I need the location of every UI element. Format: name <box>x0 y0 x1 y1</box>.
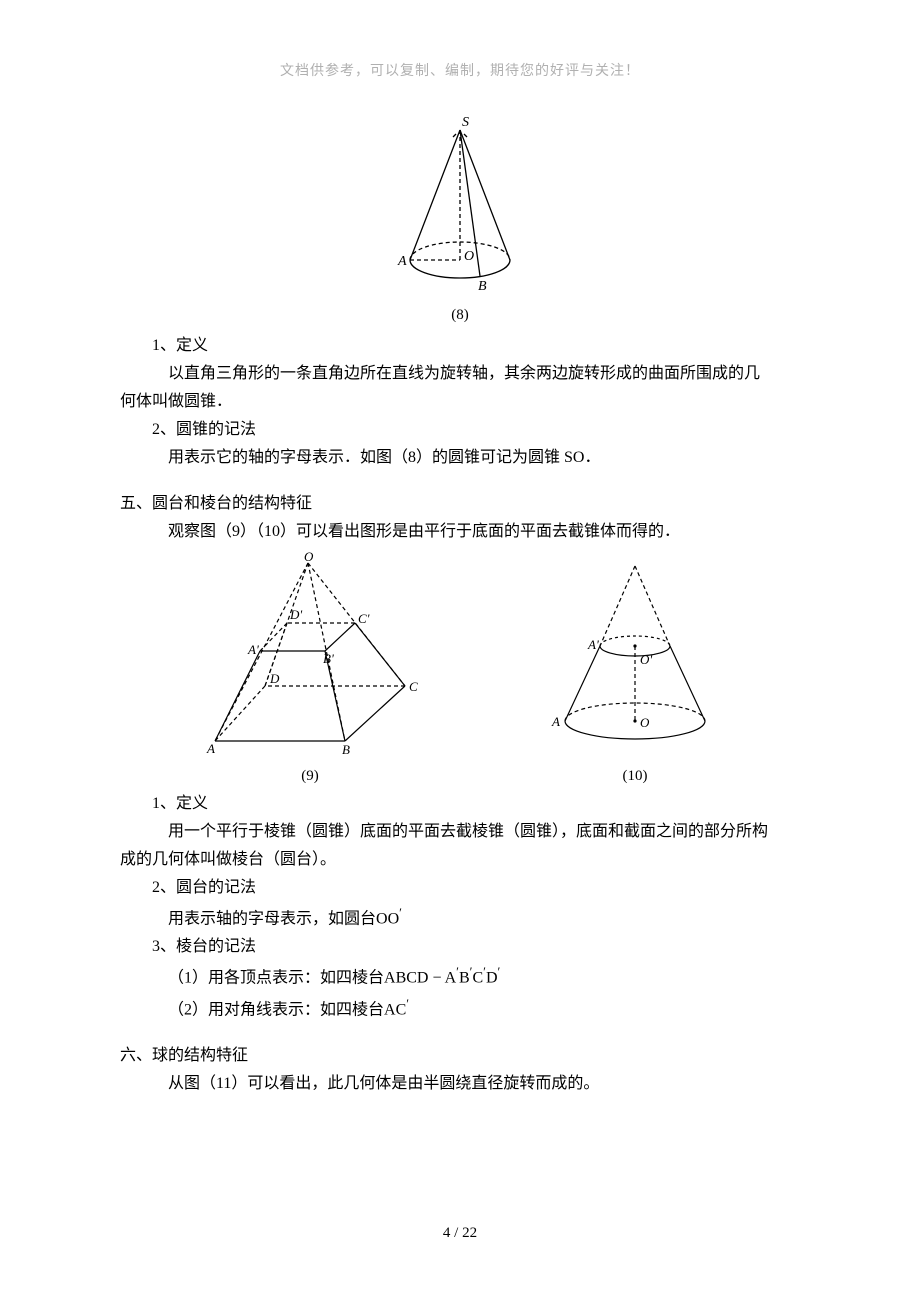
pyr-label-cp: C' <box>358 611 370 626</box>
page-number: 4 / 22 <box>0 1225 920 1242</box>
cone-item1-text-b: 何体叫做圆锥． <box>120 388 800 416</box>
frustum-item3-sub1-math: ABCD − A <box>384 970 456 987</box>
pyr-label-c: C <box>409 679 418 694</box>
fcone-label-ap: A' <box>587 637 599 652</box>
figure-frustum-cone: A' O' A O (10) <box>540 551 730 785</box>
m-b: B <box>459 970 470 987</box>
frustum-item2-pre: 用表示轴的字母表示，如圆台 <box>168 910 376 927</box>
pyr-label-ap: A' <box>247 642 259 657</box>
frustum-item1-text-b: 成的几何体叫做棱台（圆台）。 <box>120 846 800 874</box>
m-c: C <box>472 970 483 987</box>
frustum-item3-sub2-math: AC <box>384 1001 406 1018</box>
frustum-item3-label: 3、棱台的记法 <box>120 933 800 961</box>
pyr-label-b: B <box>342 742 350 757</box>
frustum-item2-math: OO <box>376 910 399 927</box>
p6: ′ <box>406 997 409 1011</box>
frustum-item2-label: 2、圆台的记法 <box>120 874 800 902</box>
section-five-intro: 观察图（9）（10）可以看出图形是由平行于底面的平面去截锥体而得的． <box>120 518 800 546</box>
cone-caption: (8) <box>120 307 800 324</box>
frustum-item1-text-a: 用一个平行于棱锥（圆锥）底面的平面去截棱锥（圆锥），底面和截面之间的部分所构 <box>120 818 800 846</box>
prime1: ′ <box>399 906 402 920</box>
cone-label-s: S <box>462 115 469 130</box>
figure-row-9-10: O A' B' C' D' A B C D (9) <box>120 551 800 785</box>
cone-label-b: B <box>478 279 487 294</box>
fcone-caption: (10) <box>540 768 730 785</box>
section-six-intro: 从图（11）可以看出，此几何体是由半圆绕直径旋转而成的。 <box>120 1070 800 1098</box>
pyr-label-o: O <box>304 551 314 564</box>
fcone-label-a: A <box>551 714 560 729</box>
pyr-label-bp: B' <box>323 651 334 666</box>
cone-label-a: A <box>397 254 407 269</box>
cone-svg: S A O B <box>380 110 540 300</box>
fcone-label-o: O <box>640 715 650 730</box>
cone-item1-label: 1、定义 <box>120 332 800 360</box>
frustum-item3-sub2: （2）用对角线表示：如四棱台AC′ <box>120 993 800 1024</box>
fcone-label-op: O' <box>640 652 652 667</box>
header-note: 文档供参考，可以复制、编制，期待您的好评与关注！ <box>120 60 800 80</box>
figure-cone: S A O B (8) <box>120 110 800 324</box>
p5: ′ <box>498 965 501 979</box>
frustum-item3-sub2-pre: （2）用对角线表示：如四棱台 <box>168 1001 384 1018</box>
pyr-label-a: A <box>206 741 215 756</box>
cone-item1-text-a: 以直角三角形的一条直角边所在直线为旋转轴，其余两边旋转形成的曲面所围成的几 <box>120 360 800 388</box>
frustum-item3-sub1-pre: （1）用各顶点表示：如四棱台 <box>168 970 384 987</box>
pyr-label-dp: D' <box>289 607 302 622</box>
figure-frustum-pyramid: O A' B' C' D' A B C D (9) <box>190 551 430 785</box>
m-d: D <box>486 970 498 987</box>
pyramid-caption: (9) <box>190 768 430 785</box>
cone-item2-text: 用表示它的轴的字母表示．如图（8）的圆锥可记为圆锥 SO． <box>120 444 800 472</box>
frustum-item3-sub1: （1）用各顶点表示：如四棱台ABCD − A′B′C′D′ <box>120 961 800 992</box>
cone-item2-label: 2、圆锥的记法 <box>120 416 800 444</box>
cone-label-o: O <box>464 249 474 264</box>
section-six-title: 六、球的结构特征 <box>120 1042 800 1070</box>
frustum-item1-label: 1、定义 <box>120 790 800 818</box>
section-five-title: 五、圆台和棱台的结构特征 <box>120 490 800 518</box>
frustum-item2-text: 用表示轴的字母表示，如圆台OO′ <box>120 902 800 933</box>
pyr-label-d: D <box>269 671 280 686</box>
